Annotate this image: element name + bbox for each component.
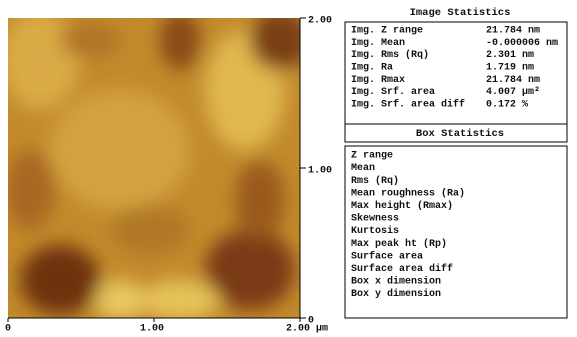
stat-label: Img. Mean <box>351 38 405 49</box>
box-stat-label: Mean <box>351 163 375 174</box>
screen: 2.001.00001.002.00 µm Image Statistics B… <box>0 0 577 337</box>
afm-height-image <box>0 10 310 320</box>
box-statistics-title: Box Statistics <box>416 128 504 140</box>
image-statistics-title: Image Statistics <box>410 7 511 19</box>
y-tick-label: 2.00 <box>308 16 332 27</box>
box-stat-label: Skewness <box>351 213 399 225</box>
stat-value: 21.784 nm <box>486 26 540 37</box>
stat-value: 1.719 nm <box>486 63 534 74</box>
stat-value: 0.172 % <box>486 99 528 110</box>
stat-value: 4.007 µm² <box>486 87 540 98</box>
x-tick-label: 0 <box>5 324 11 335</box>
stat-label: Img. Rms (Rq) <box>351 49 429 61</box>
box-stat-label: Max height (Rmax) <box>351 200 453 212</box>
box-stat-label: Surface area <box>351 250 423 262</box>
box-stat-label: Box y dimension <box>351 288 441 300</box>
box-stat-label: Surface area diff <box>351 263 453 275</box>
box-stat-label: Kurtosis <box>351 225 399 237</box>
stat-label: Img. Z range <box>351 26 423 37</box>
x-tick-label: 2.00 µm <box>286 324 328 335</box>
stat-value: 2.301 nm <box>486 50 534 61</box>
stat-label: Img. Srf. area <box>351 86 435 98</box>
box-stat-label: Mean roughness (Ra) <box>351 187 465 199</box>
stat-label: Img. Ra <box>351 63 393 74</box>
box-stat-label: Box x dimension <box>351 276 441 288</box>
stat-value: -0.000006 nm <box>486 38 558 49</box>
stat-label: Img. Srf. area diff <box>351 98 465 110</box>
stat-value: 21.784 nm <box>486 75 540 86</box>
box-stat-label: Max peak ht (Rp) <box>351 238 447 250</box>
box-stat-label: Z range <box>351 151 393 162</box>
y-tick-label: 1.00 <box>308 166 332 177</box>
x-tick-label: 1.00 <box>140 324 164 335</box>
box-stat-label: Rms (Rq) <box>351 175 399 187</box>
stat-label: Img. Rmax <box>351 75 405 86</box>
